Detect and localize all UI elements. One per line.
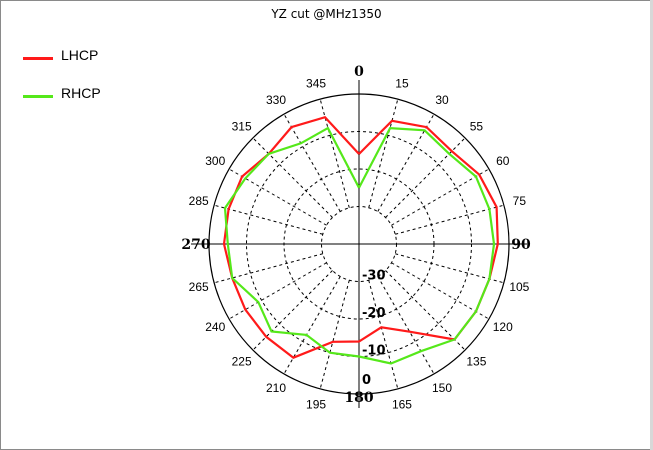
angle-label-60: 60	[496, 154, 510, 168]
grid-spoke	[391, 262, 490, 320]
angle-label-0: 0	[354, 64, 364, 80]
angle-label-330: 330	[266, 93, 286, 107]
grid-spoke	[213, 204, 323, 235]
angle-label-165: 165	[392, 397, 412, 411]
grid-spoke	[252, 137, 333, 218]
legend-label-rhcp: RHCP	[61, 85, 101, 101]
angle-label-180: 180	[344, 390, 373, 406]
angle-label-285: 285	[189, 194, 209, 208]
grid-spoke	[391, 168, 490, 226]
angle-label-30: 30	[435, 93, 449, 107]
grid-spoke	[252, 270, 333, 351]
grid-spoke	[319, 280, 350, 390]
grid-spoke	[368, 98, 399, 208]
angle-label-105: 105	[509, 280, 529, 294]
legend-swatch-lhcp	[23, 57, 53, 60]
grid-spoke	[395, 253, 505, 284]
angle-label-150: 150	[432, 381, 452, 395]
angle-label-55: 55	[470, 120, 484, 134]
window-edge	[650, 0, 653, 450]
angle-label-300: 300	[205, 154, 225, 168]
angle-label-240: 240	[205, 320, 225, 334]
legend-swatch-rhcp	[23, 95, 53, 98]
grid-spoke	[385, 270, 466, 351]
grid-spoke	[377, 276, 435, 375]
angle-label-265: 265	[189, 280, 209, 294]
angle-label-75: 75	[513, 194, 527, 208]
grid-spoke	[283, 276, 341, 375]
angle-label-270: 270	[181, 237, 210, 253]
ring-label: 0	[362, 373, 371, 388]
ring-label: -10	[362, 344, 386, 359]
grid-spoke	[228, 262, 327, 320]
series-line-rhcp	[223, 126, 496, 365]
angle-label-15: 15	[395, 77, 409, 91]
angle-label-90: 90	[511, 237, 531, 253]
angle-label-210: 210	[266, 381, 286, 395]
angle-label-345: 345	[306, 77, 326, 91]
angle-label-135: 135	[466, 354, 486, 368]
grid-spoke	[283, 113, 341, 212]
grid-spoke	[213, 253, 323, 284]
series-line-lhcp	[222, 115, 499, 359]
grid-spoke	[368, 280, 399, 390]
legend-label-lhcp: LHCP	[61, 47, 99, 63]
grid-spoke	[319, 98, 350, 208]
angle-label-195: 195	[306, 397, 326, 411]
grid-spoke	[377, 113, 435, 212]
angle-label-315: 315	[232, 120, 252, 134]
ring-label: -30	[362, 269, 386, 284]
grid-spoke	[385, 137, 466, 218]
angle-label-225: 225	[232, 354, 252, 368]
grid-spoke	[228, 168, 327, 226]
ring-label: -20	[362, 306, 386, 321]
grid-spoke	[395, 204, 505, 235]
chart-title: YZ cut @MHz1350	[271, 7, 382, 21]
angle-label-120: 120	[493, 320, 513, 334]
